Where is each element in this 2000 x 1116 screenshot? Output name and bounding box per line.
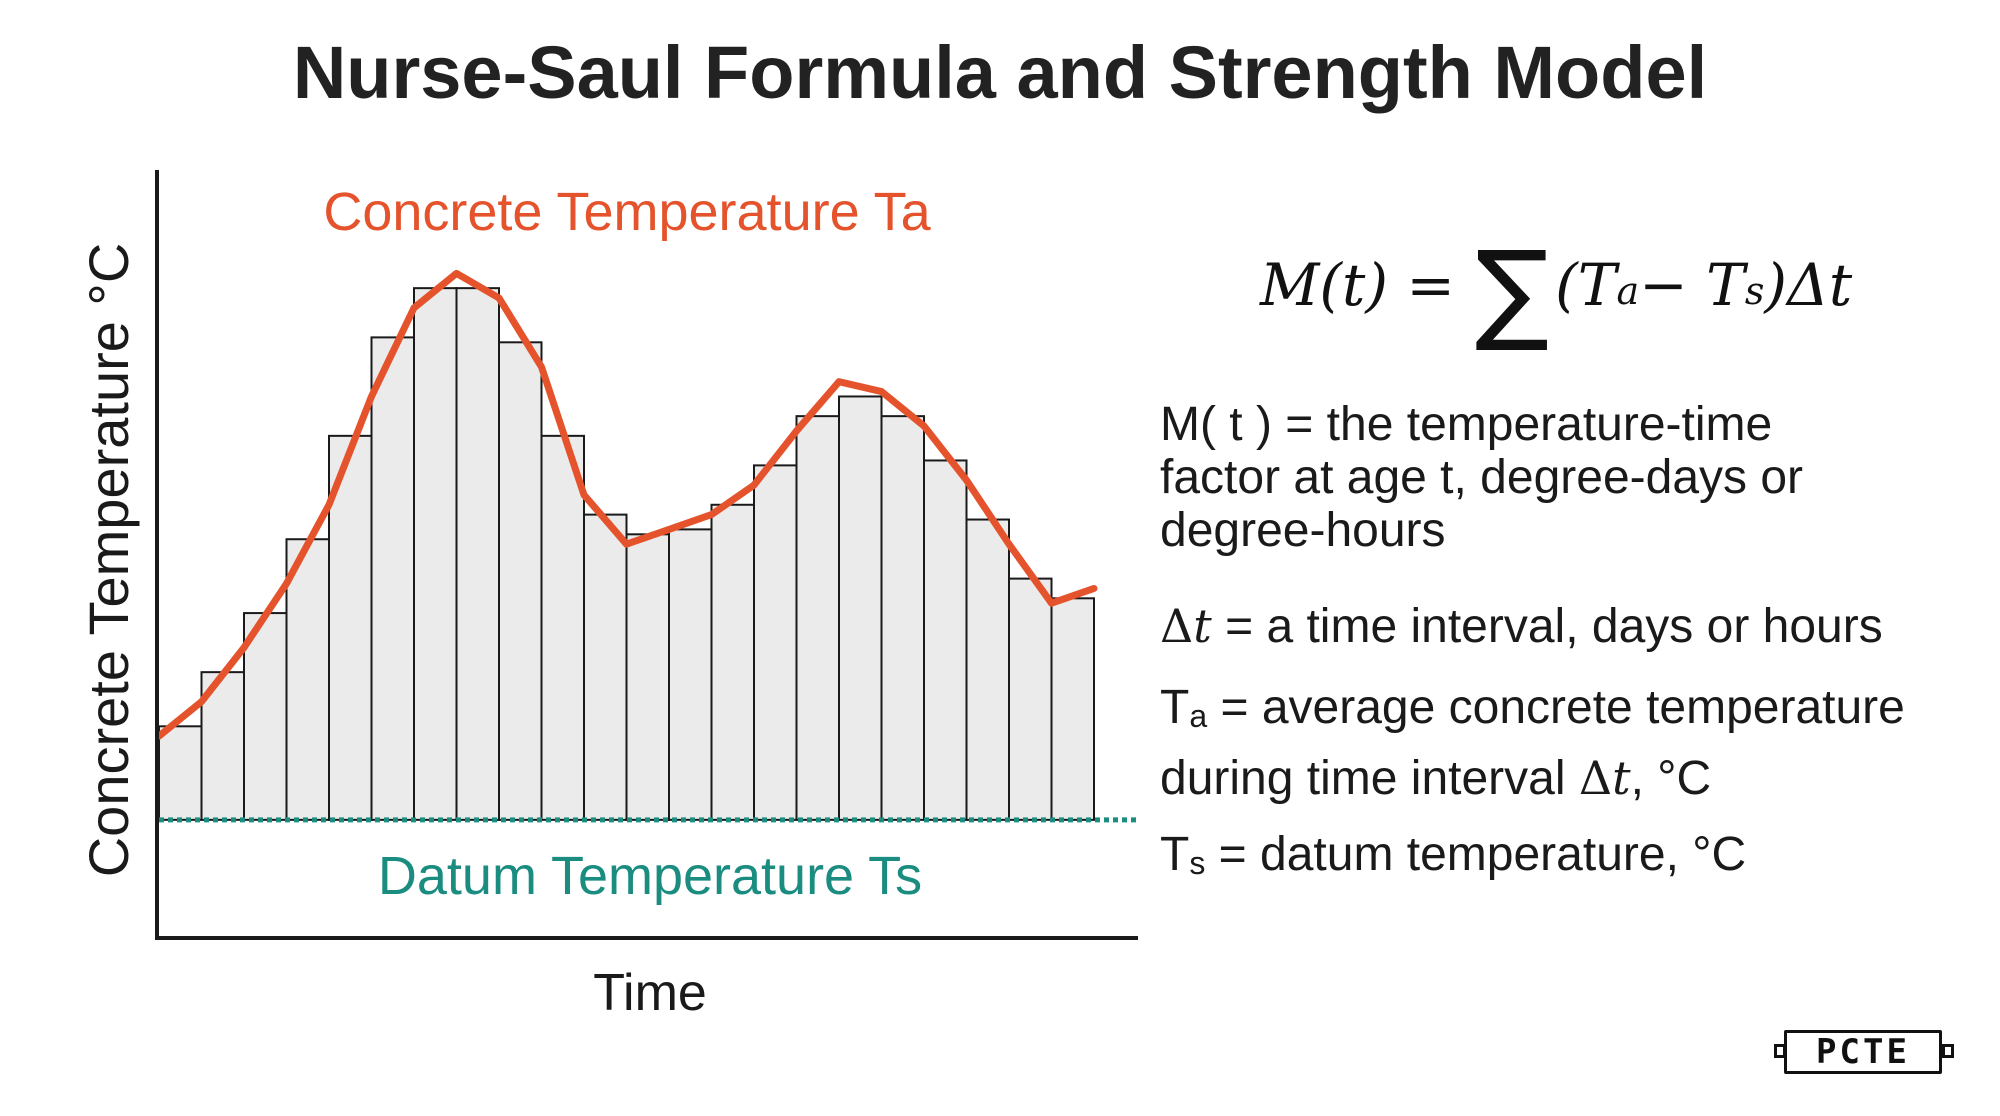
concrete-temperature-label: Concrete Temperature Ta: [323, 182, 931, 242]
logo-box: PCTE: [1784, 1030, 1942, 1074]
definition-dt: Δt = a time interval, days or hours: [1160, 599, 1883, 654]
logo-pin-right: [1942, 1044, 1954, 1058]
definition-m-line1: M( t ) = the temperature-time: [1160, 398, 1773, 451]
temperature-bar: [498, 341, 543, 821]
temperature-bar: [923, 459, 968, 821]
temperature-bar: [540, 434, 585, 821]
temperature-bar: [795, 415, 840, 821]
temperature-bar: [710, 503, 755, 821]
formula-lhs: M(t) =: [1260, 251, 1455, 319]
temperature-bar: [413, 287, 458, 821]
bars-group: [158, 287, 1095, 821]
definition-ts-text: = datum temperature, °C: [1205, 828, 1747, 881]
definition-m: M( t ) = the temperature-time factor at …: [1160, 398, 1803, 557]
formula-ta: (T: [1555, 251, 1617, 319]
temperature-bar: [285, 538, 330, 821]
temperature-bar: [583, 513, 628, 821]
concrete-temperature-line: [155, 269, 1098, 740]
temperature-bar: [965, 518, 1010, 821]
ta-symbol: T: [1160, 681, 1190, 734]
page-title: Nurse-Saul Formula and Strength Model: [292, 31, 1708, 114]
definition-dt-text: = a time interval, days or hours: [1211, 600, 1883, 653]
formula-ts: − T: [1639, 251, 1745, 319]
summation-sign: ∑: [1475, 227, 1550, 355]
ta-subscript: a: [1189, 698, 1208, 734]
definition-ta: Ta = average concrete temperature during…: [1160, 681, 1905, 805]
delta-t-symbol-2: Δt: [1578, 751, 1631, 805]
formula-sub-s: s: [1744, 269, 1765, 313]
pcte-logo: PCTE: [1770, 1030, 1960, 1078]
temperature-bar: [753, 464, 798, 821]
temperature-bar: [838, 395, 883, 821]
ts-subscript: s: [1189, 845, 1206, 881]
temperature-bar: [243, 612, 288, 821]
temperature-bar: [455, 287, 500, 821]
temperature-bar: [1008, 577, 1053, 821]
definition-ta-line2: during time interval: [1160, 752, 1579, 805]
temperature-bar: [1050, 597, 1095, 821]
temperature-bar: [668, 528, 713, 821]
definition-m-line3: degree-hours: [1160, 504, 1446, 557]
temperature-bar: [158, 725, 203, 821]
datum-temperature-label: Datum Temperature Ts: [378, 846, 922, 906]
formula-dt: )Δt: [1764, 251, 1853, 319]
temperature-bar: [880, 415, 925, 821]
delta-t-symbol: Δt: [1160, 599, 1212, 653]
y-axis-label: Concrete Temperature °C: [77, 243, 140, 878]
x-axis-label: Time: [593, 964, 707, 1022]
temperature-bar: [370, 336, 415, 821]
definition-m-line2: factor at age t, degree-days or: [1160, 451, 1804, 504]
definition-ta-line1: = average concrete temperature: [1207, 681, 1905, 734]
temperature-bar: [625, 533, 670, 821]
ts-symbol: T: [1160, 828, 1190, 881]
formula-sub-a: a: [1616, 269, 1640, 313]
definition-ts: Ts = datum temperature, °C: [1160, 828, 1746, 886]
